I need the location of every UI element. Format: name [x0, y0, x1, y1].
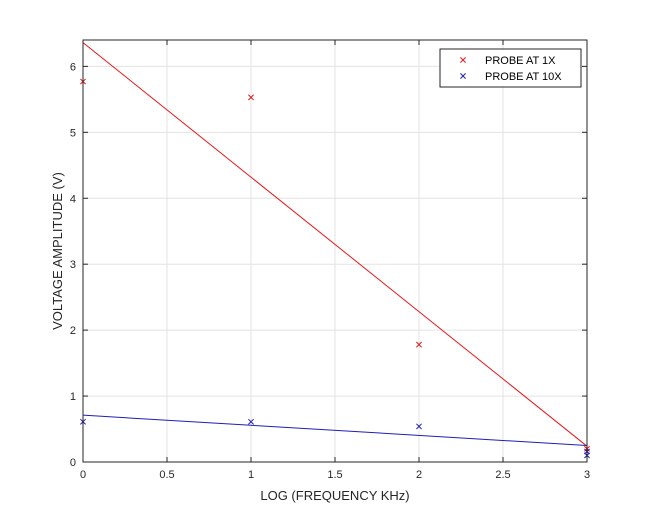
- legend-marker-series-2: [460, 73, 466, 79]
- y-tick-label: 3: [70, 259, 76, 271]
- fit-lines: [82, 42, 588, 447]
- y-axis-label: VOLTAGE AMPLITUDE (V): [50, 172, 65, 330]
- legend-box: [439, 48, 582, 88]
- y-tick-label: 6: [70, 61, 76, 73]
- y-tick-label: 2: [70, 325, 76, 337]
- y-tick-label: 4: [70, 193, 76, 205]
- x-axis-label: LOG (FREQUENCY KHz): [260, 488, 409, 503]
- legend: PROBE AT 1X PROBE AT 10X: [439, 48, 582, 88]
- data-point-series-1: [416, 341, 422, 348]
- x-tick-label: 1.5: [327, 469, 342, 481]
- data-point-series-2: [248, 418, 254, 425]
- y-tick-label: 5: [70, 127, 76, 139]
- y-tick-label: 0: [70, 457, 76, 469]
- axis-ticks: 0 0.5 1 1.5 2 2.5 3 0 1 2 3 4 5 6: [70, 40, 590, 481]
- x-tick-label: 0: [80, 469, 86, 481]
- x-tick-label: 0.5: [159, 469, 174, 481]
- y-tick-label: 1: [70, 391, 76, 403]
- x-tick-label: 2: [416, 469, 422, 481]
- data-point-series-2: [416, 423, 422, 430]
- x-tick-label: 1: [248, 469, 254, 481]
- x-tick-label: 3: [584, 469, 590, 481]
- legend-label-series-2: PROBE AT 10X: [485, 71, 562, 83]
- fit-line-series-2: [82, 414, 588, 447]
- data-point-series-1: [248, 94, 254, 101]
- legend-label-series-1: PROBE AT 1X: [485, 55, 556, 67]
- x-tick-label: 2.5: [495, 469, 510, 481]
- fit-line-series-1: [82, 42, 588, 447]
- legend-marker-series-1: [460, 57, 466, 63]
